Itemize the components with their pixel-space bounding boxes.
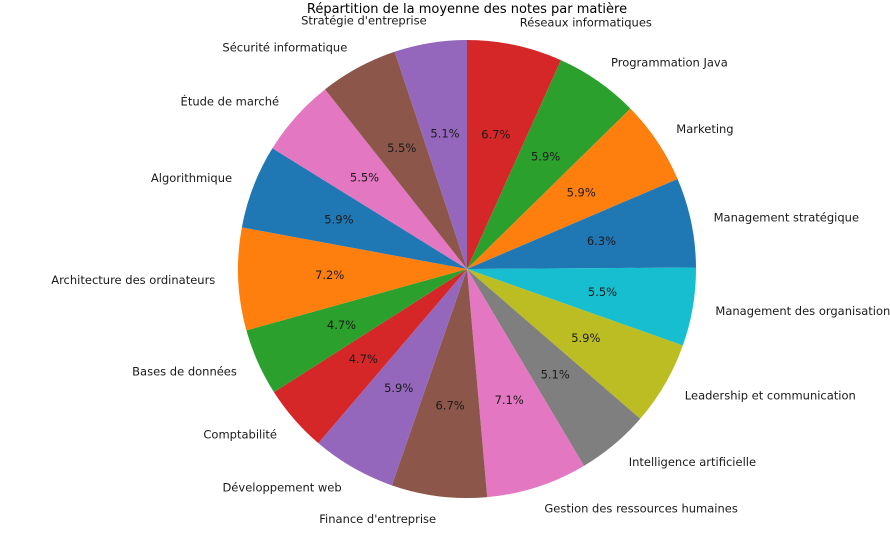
slice-percent-label: 4.7% — [349, 352, 378, 366]
slice-category-label: Algorithmique — [151, 171, 232, 185]
pie-slice-12 — [237, 227, 467, 331]
slice-category-label: Intelligence artificielle — [629, 455, 756, 469]
pie-slice-3 — [467, 179, 696, 269]
slice-category-label: Leadership et communication — [685, 389, 856, 403]
slice-percent-label: 5.5% — [387, 141, 416, 155]
slice-percent-label: 6.7% — [481, 128, 510, 142]
slice-category-label: Développement web — [222, 481, 341, 495]
pie-slice-6 — [467, 269, 641, 466]
slice-category-label: Management des organisations — [715, 304, 890, 318]
pie-slice-8 — [391, 269, 488, 499]
slice-percent-label: 6.3% — [587, 234, 616, 248]
pie-slice-4 — [467, 267, 697, 346]
slice-percent-label: 7.2% — [315, 268, 344, 282]
pie-slice-11 — [246, 269, 467, 393]
slice-category-label: Gestion des ressources humaines — [544, 502, 737, 516]
slice-category-label: Management stratégique — [714, 211, 859, 225]
slice-percent-label: 5.1% — [430, 126, 459, 140]
slice-percent-label: 5.5% — [588, 285, 617, 299]
pie-slice-13 — [241, 148, 467, 269]
slice-percent-label: 5.9% — [531, 149, 560, 163]
pie-slice-2 — [467, 108, 678, 269]
slice-percent-label: 5.9% — [384, 381, 413, 395]
slice-percent-label: 5.9% — [567, 186, 596, 200]
category-labels-layer: Réseaux informatiques Programmation Java M… — [51, 13, 890, 526]
slice-category-label: Finance d'entreprise — [319, 512, 436, 526]
slice-category-label: Programmation Java — [611, 55, 728, 69]
chart-title: Répartition de la moyenne des notes par … — [307, 2, 627, 17]
pie-slice-5 — [467, 269, 683, 419]
slice-percent-label: 7.1% — [495, 393, 524, 407]
pie-slice-0 — [467, 40, 561, 269]
pie-slice-1 — [467, 60, 631, 270]
pie-slice-7 — [467, 269, 584, 498]
pie-slice-10 — [273, 269, 467, 444]
slices-layer — [237, 40, 697, 499]
slice-category-label: Marketing — [676, 122, 733, 136]
pie-slice-15 — [325, 51, 467, 269]
slice-category-label: Architecture des ordinateurs — [51, 273, 215, 287]
pie-slice-14 — [272, 89, 467, 269]
slice-percent-label: 6.7% — [435, 398, 464, 412]
pie-slice-9 — [318, 269, 467, 486]
slice-percent-label: 4.7% — [327, 318, 356, 332]
slice-category-label: Sécurité informatique — [222, 40, 347, 54]
slice-percent-label: 5.1% — [541, 367, 570, 381]
slice-category-label: Réseaux informatiques — [520, 16, 652, 30]
slice-percent-label: 5.9% — [571, 331, 600, 345]
slice-percent-label: 5.5% — [350, 171, 379, 185]
pie-slice-16 — [394, 40, 467, 269]
slice-percent-label: 5.9% — [324, 212, 353, 226]
slice-category-label: Bases de données — [132, 365, 237, 379]
percent-labels-layer: 6.7% 5.9% 5.9% 6.3% 5.5% 5.9% 5.1% 7.1% 6.7% 5.9%… — [315, 126, 617, 412]
slice-category-label: Comptabilité — [203, 427, 277, 441]
slice-category-label: Stratégie d'entreprise — [301, 13, 427, 27]
slice-category-label: Étude de marché — [181, 93, 280, 108]
